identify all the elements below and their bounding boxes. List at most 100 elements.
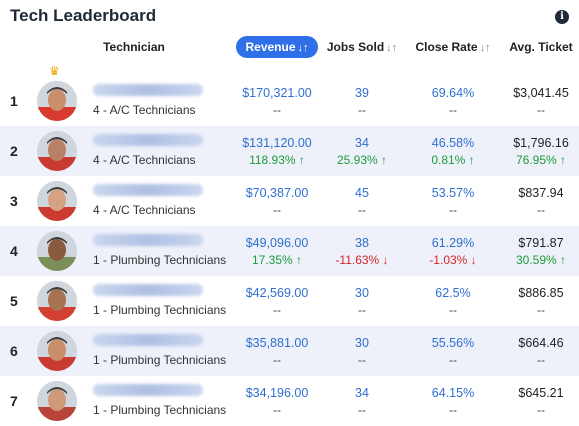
jobs-sold-value: 34	[355, 136, 369, 150]
close-rate-cell: 69.64% --	[406, 84, 500, 119]
avatar	[37, 381, 77, 421]
close-rate-value: 61.29%	[431, 236, 475, 250]
column-header-technician[interactable]: Technician	[92, 32, 176, 62]
revenue-cell: $131,120.00 118.93% ↑	[232, 134, 322, 169]
jobs-sold-change: --	[358, 203, 366, 217]
close-rate-change: -1.03% ↓	[429, 253, 477, 267]
close-rate-value: 55.56%	[431, 336, 475, 350]
info-icon[interactable]: i	[555, 10, 569, 24]
avg-ticket-change: --	[537, 403, 545, 417]
column-header-revenue[interactable]: Revenue ↓↑	[236, 36, 318, 58]
technician-team: 1 - Plumbing Technicians	[93, 253, 227, 267]
avg-ticket-cell: $837.94 --	[503, 184, 579, 219]
revenue-change: --	[273, 403, 281, 417]
person-avatar-icon	[37, 381, 77, 421]
close-rate-change: --	[449, 203, 457, 217]
column-label: Technician	[103, 40, 165, 54]
technician-team: 1 - Plumbing Technicians	[93, 303, 227, 317]
avg-ticket-change: 76.95% ↑	[515, 153, 567, 167]
revenue-change: --	[273, 103, 281, 117]
avg-ticket-cell: $791.87 30.59% ↑	[503, 234, 579, 269]
column-header-jobs-sold[interactable]: Jobs Sold ↓↑	[322, 32, 402, 62]
revenue-cell: $49,096.00 17.35% ↑	[232, 234, 322, 269]
column-header-avg-ticket[interactable]: Avg. Ticket	[505, 32, 577, 62]
table-header: Technician Revenue ↓↑ Jobs Sold ↓↑ Close R…	[0, 32, 579, 62]
jobs-sold-cell: 30 --	[322, 284, 402, 319]
technician-team: 4 - A/C Technicians	[93, 203, 196, 217]
avg-ticket-change: --	[537, 203, 545, 217]
table-row[interactable]: 1 4 - A/C Technicians $170,321.00 -- 39 …	[0, 65, 579, 126]
sort-arrows-icon: ↓↑	[386, 42, 398, 54]
technician-team: 4 - A/C Technicians	[93, 153, 196, 167]
technician-team: 1 - Plumbing Technicians	[93, 353, 227, 367]
column-header-close-rate[interactable]: Close Rate ↓↑	[410, 32, 496, 62]
technician-name-blurred[interactable]	[93, 234, 203, 246]
revenue-change: 17.35% ↑	[251, 253, 303, 267]
technician-name-blurred[interactable]	[93, 84, 203, 96]
table-row[interactable]: 7 1 - Plumbing Technicians $34,196.00 --…	[0, 376, 579, 426]
table-row[interactable]: 5 1 - Plumbing Technicians $42,569.00 --…	[0, 276, 579, 326]
technician-name-blurred[interactable]	[93, 184, 203, 196]
close-rate-change: --	[449, 103, 457, 117]
column-label: Jobs Sold	[326, 40, 385, 54]
avg-ticket-value: $1,796.16	[513, 136, 569, 150]
jobs-sold-value: 39	[355, 86, 369, 100]
jobs-sold-change: --	[358, 403, 366, 417]
jobs-sold-value: 30	[355, 336, 369, 350]
column-label: Close Rate	[415, 40, 478, 54]
jobs-sold-change: --	[358, 303, 366, 317]
avg-ticket-cell: $645.21 --	[503, 384, 579, 419]
jobs-sold-cell: 38 -11.63% ↓	[322, 234, 402, 269]
revenue-change: 118.93% ↑	[249, 153, 305, 167]
revenue-cell: $170,321.00 --	[232, 84, 322, 119]
jobs-sold-change: 25.93% ↑	[336, 153, 388, 167]
avg-ticket-change: --	[537, 103, 545, 117]
revenue-cell: $34,196.00 --	[232, 384, 322, 419]
technician-name-blurred[interactable]	[93, 134, 203, 146]
avatar	[37, 331, 77, 371]
close-rate-cell: 46.58% 0.81% ↑	[406, 134, 500, 169]
close-rate-value: 53.57%	[431, 186, 475, 200]
close-rate-change: --	[449, 303, 457, 317]
sort-arrows-icon: ↓↑	[297, 42, 309, 54]
jobs-sold-cell: 34 25.93% ↑	[322, 134, 402, 169]
crown-icon: ♛	[49, 64, 60, 78]
jobs-sold-change: -11.63% ↓	[335, 253, 389, 267]
sort-arrows-icon: ↓↑	[479, 42, 491, 54]
jobs-sold-cell: 39 --	[322, 84, 402, 119]
jobs-sold-change: --	[358, 353, 366, 367]
technician-name-blurred[interactable]	[93, 284, 203, 296]
revenue-value: $70,387.00	[245, 186, 309, 200]
revenue-change: --	[273, 303, 281, 317]
avg-ticket-cell: $664.46 --	[503, 334, 579, 369]
avatar	[37, 131, 77, 171]
technician-name-blurred[interactable]	[93, 384, 203, 396]
avg-ticket-change: 30.59% ↑	[515, 253, 567, 267]
avg-ticket-value: $664.46	[518, 336, 564, 350]
revenue-change: --	[273, 203, 281, 217]
jobs-sold-cell: 34 --	[322, 384, 402, 419]
table-row[interactable]: 4 1 - Plumbing Technicians $49,096.00 17…	[0, 226, 579, 276]
column-label: Avg. Ticket	[509, 40, 573, 54]
jobs-sold-cell: 45 --	[322, 184, 402, 219]
person-avatar-icon	[37, 181, 77, 221]
table-row[interactable]: 3 4 - A/C Technicians $70,387.00 -- 45 -…	[0, 176, 579, 226]
revenue-value: $34,196.00	[245, 386, 309, 400]
table-row[interactable]: 2 4 - A/C Technicians $131,120.00 118.93…	[0, 126, 579, 176]
technician-name-blurred[interactable]	[93, 334, 203, 346]
person-avatar-icon	[37, 281, 77, 321]
revenue-cell: $70,387.00 --	[232, 184, 322, 219]
avg-ticket-change: --	[537, 353, 545, 367]
avg-ticket-value: $837.94	[518, 186, 564, 200]
table-row[interactable]: 6 1 - Plumbing Technicians $35,881.00 --…	[0, 326, 579, 376]
jobs-sold-value: 30	[355, 286, 369, 300]
avg-ticket-change: --	[537, 303, 545, 317]
rank-number: 2	[10, 143, 18, 159]
technician-team: 4 - A/C Technicians	[93, 103, 196, 117]
revenue-value: $49,096.00	[245, 236, 309, 250]
avatar	[37, 281, 77, 321]
avatar	[37, 181, 77, 221]
avg-ticket-cell: $3,041.45 --	[503, 84, 579, 119]
column-label: Revenue	[245, 40, 296, 54]
rank-number: 4	[10, 243, 18, 259]
